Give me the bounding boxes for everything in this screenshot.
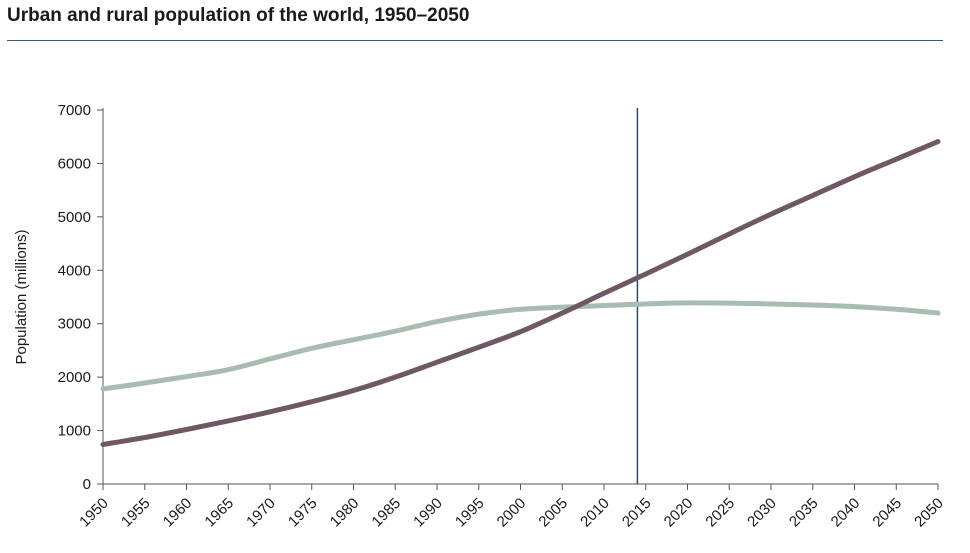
x-tick-label: 1990 bbox=[410, 495, 446, 531]
x-tick-label: 1965 bbox=[201, 495, 237, 531]
x-tick-label: 1970 bbox=[243, 495, 279, 531]
x-tick-label: 2010 bbox=[577, 495, 613, 531]
x-tick-label: 2045 bbox=[869, 495, 905, 531]
x-tick-label: 1950 bbox=[76, 495, 112, 531]
y-tick-label: 3000 bbox=[58, 316, 91, 333]
y-tick-label: 0 bbox=[83, 476, 91, 493]
x-tick-label: 2040 bbox=[828, 495, 864, 531]
y-tick-label: 6000 bbox=[58, 155, 91, 172]
x-tick-label: 2020 bbox=[661, 495, 697, 531]
x-tick-label: 1980 bbox=[327, 495, 363, 531]
x-tick-label: 1955 bbox=[118, 495, 154, 531]
title-divider bbox=[7, 40, 943, 41]
series-line-light bbox=[100, 300, 941, 392]
x-tick-label: 2050 bbox=[911, 495, 947, 531]
x-tick-label: 2025 bbox=[702, 495, 738, 531]
chart-title: Urban and rural population of the world,… bbox=[7, 5, 470, 26]
x-tick-label: 1975 bbox=[285, 495, 321, 531]
x-tick-label: 2035 bbox=[786, 495, 822, 531]
x-tick-label: 2000 bbox=[494, 495, 530, 531]
x-tick-label: 1985 bbox=[368, 495, 404, 531]
x-tick-label: 2005 bbox=[535, 495, 571, 531]
y-tick-label: 5000 bbox=[58, 209, 91, 226]
x-tick-label: 2030 bbox=[744, 495, 780, 531]
y-axis-title: Population (millions) bbox=[13, 229, 30, 364]
x-tick-label: 1960 bbox=[160, 495, 196, 531]
y-tick-label: 1000 bbox=[58, 423, 91, 440]
series-line-dark bbox=[100, 139, 941, 447]
y-tick-label: 2000 bbox=[58, 369, 91, 386]
x-tick-label: 2015 bbox=[619, 495, 655, 531]
y-tick-label: 7000 bbox=[58, 102, 91, 119]
y-tick-label: 4000 bbox=[58, 262, 91, 279]
x-tick-label: 1995 bbox=[452, 495, 488, 531]
